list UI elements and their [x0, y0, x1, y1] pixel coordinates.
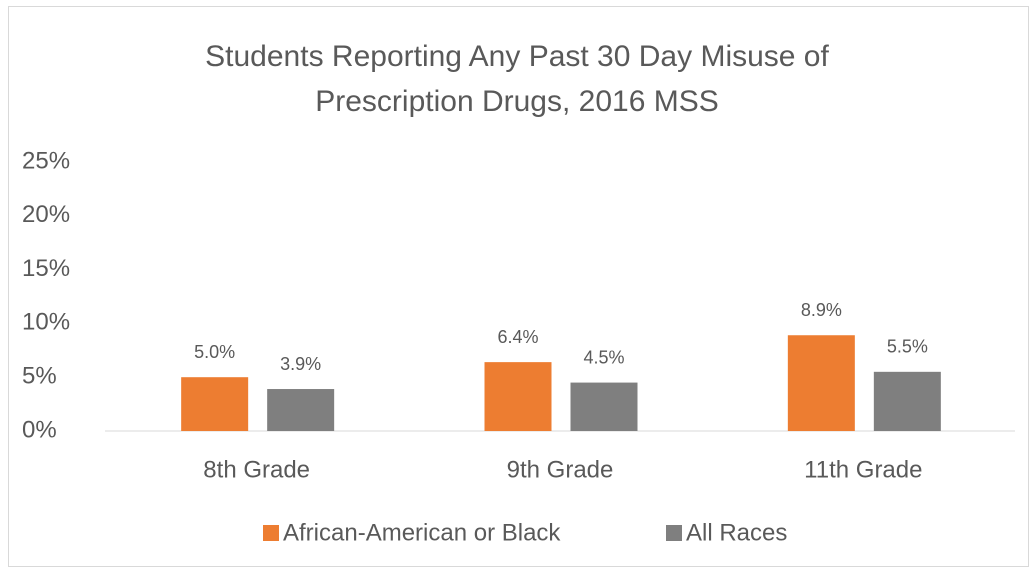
x-tick-label: 11th Grade [804, 456, 922, 483]
legend-label: African-American or Black [283, 519, 561, 546]
bar [267, 389, 335, 431]
y-tick-label: 5% [22, 363, 57, 390]
chart-title: Students Reporting Any Past 30 Day Misus… [205, 40, 829, 118]
y-tick-label: 25% [22, 147, 70, 174]
legend-swatch [263, 525, 279, 541]
bar [181, 377, 249, 431]
data-label: 8.9% [801, 300, 842, 320]
bar [873, 371, 941, 431]
legend-label: All Races [686, 519, 787, 546]
bar [484, 362, 552, 431]
title-line: Prescription Drugs, 2016 MSS [315, 85, 719, 118]
data-label: 5.0% [194, 342, 235, 362]
bar [787, 335, 855, 431]
y-tick-label: 20% [22, 201, 70, 228]
data-label: 6.4% [497, 327, 538, 347]
y-tick-label: 10% [22, 309, 70, 336]
x-tick-label: 9th Grade [507, 456, 614, 483]
x-tick-label: 8th Grade [203, 456, 310, 483]
y-tick-label: 0% [22, 416, 57, 443]
data-label: 4.5% [583, 347, 624, 367]
data-label: 3.9% [280, 354, 321, 374]
y-tick-label: 15% [22, 255, 70, 282]
chart-border [8, 6, 1029, 567]
bar [570, 382, 638, 431]
data-label: 5.5% [887, 337, 928, 357]
title-line: Students Reporting Any Past 30 Day Misus… [205, 40, 829, 73]
legend-swatch [666, 525, 682, 541]
